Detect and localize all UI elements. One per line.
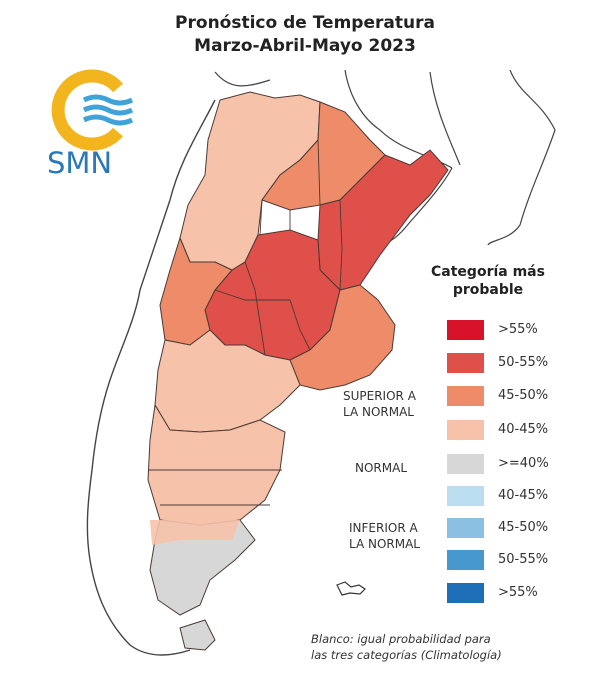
map-subtitle: Marzo-Abril-Mayo 2023 (194, 36, 416, 56)
legend-swatch (447, 486, 484, 506)
legend-group-normal: NORMAL (355, 461, 408, 475)
map-title: Pronóstico de Temperatura (175, 13, 435, 33)
chile-coast (86, 99, 216, 656)
legend-item: >=40% (447, 454, 587, 476)
legend-group-inferior-line2: LA NORMAL (349, 537, 420, 551)
legend-label: >55% (498, 322, 538, 337)
province-borders (148, 139, 343, 506)
legend-label: 40-45% (498, 422, 549, 437)
argentina-temperature-map (86, 70, 556, 656)
legend-label: 45-50% (498, 388, 549, 403)
legend-item: >55% (447, 583, 587, 605)
tierra-del-fuego (179, 619, 216, 651)
legend-swatch (447, 550, 484, 570)
climatology-note-line2: las tres categorías (Climatología) (311, 648, 502, 662)
legend-group-inferior: INFERIOR A (349, 521, 418, 535)
legend-swatch (447, 386, 484, 406)
legend-label: 40-45% (498, 488, 549, 503)
legend-group-superior-line2: LA NORMAL (343, 405, 414, 419)
legend-swatch (447, 320, 484, 340)
legend-title-line2: probable (452, 282, 524, 298)
legend-group-superior: SUPERIOR A (343, 389, 416, 403)
legend-item: 40-45% (447, 420, 587, 442)
legend-title: Categoría más (431, 264, 545, 280)
legend-swatch (447, 583, 484, 603)
smn-logo-text: SMN (47, 146, 113, 180)
legend-label: 50-55% (498, 552, 549, 567)
legend-label: 45-50% (498, 520, 549, 535)
legend-label: 50-55% (498, 355, 549, 370)
legend-item: 50-55% (447, 550, 587, 572)
legend-item: 45-50% (447, 518, 587, 540)
region-central-patagonia (147, 403, 286, 526)
legend-swatch (447, 454, 484, 474)
islands (336, 581, 366, 596)
legend-swatch (447, 353, 484, 373)
legend-label: >55% (498, 585, 538, 600)
legend-label: >=40% (498, 456, 549, 471)
region-northeast (317, 149, 449, 291)
legend-item: >55% (447, 320, 587, 342)
legend-item: 50-55% (447, 353, 587, 375)
climatology-note: Blanco: igual probabilidad para (311, 632, 491, 646)
legend-swatch (447, 420, 484, 440)
smn-logo-icon (51, 69, 134, 151)
region-south-transition (150, 520, 240, 545)
region-cuyo (159, 236, 233, 346)
legend-item: 45-50% (447, 386, 587, 408)
legend-item: 40-45% (447, 486, 587, 508)
legend-swatch (447, 518, 484, 538)
